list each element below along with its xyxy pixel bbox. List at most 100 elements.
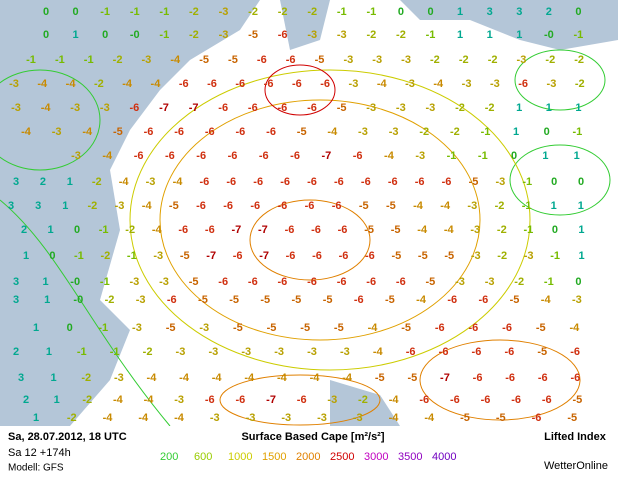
li-label: -6 [205, 126, 215, 138]
li-label: -6 [259, 150, 269, 162]
li-label: -6 [248, 276, 258, 288]
li-label: -6 [353, 150, 363, 162]
li-label: 0 [575, 6, 581, 18]
li-label: -3 [174, 394, 184, 406]
li-label: -1 [481, 126, 491, 138]
li-label: -3 [130, 276, 140, 288]
cape-title: Surface Based Cape [m²/s²] [241, 431, 384, 443]
li-label: -6 [478, 294, 488, 306]
li-label: -4 [152, 224, 163, 236]
li-label: -5 [407, 372, 417, 384]
li-label: -1 [127, 250, 137, 262]
li-label: -6 [511, 394, 521, 406]
li-label: -5 [496, 412, 506, 424]
li-label: -6 [280, 176, 290, 188]
li-label: -6 [297, 394, 307, 406]
li-label: -6 [236, 394, 246, 406]
legend-value: 3500 [398, 451, 422, 463]
li-label: -1 [130, 6, 140, 18]
li-label: -5 [292, 294, 302, 306]
li-label: -3 [343, 54, 353, 66]
li-label: -1 [522, 176, 532, 188]
li-label: -1 [159, 6, 169, 18]
li-label: -5 [233, 322, 243, 334]
li-label: -5 [323, 294, 333, 306]
li-label: -6 [311, 224, 321, 236]
li-label: -2 [248, 6, 258, 18]
li-label: -3 [208, 346, 218, 358]
li-label: -1 [74, 250, 84, 262]
li-label: -5 [444, 250, 454, 262]
li-label: -6 [167, 294, 177, 306]
li-label: -4 [444, 224, 455, 236]
li-label: -4 [41, 102, 52, 114]
li-label: 1 [575, 102, 581, 114]
li-label: -7 [321, 150, 331, 162]
li-label: 0 [74, 224, 80, 236]
li-label: -6 [307, 276, 317, 288]
li-label: -5 [113, 126, 123, 138]
li-label: -3 [114, 372, 124, 384]
li-label: 0 [544, 126, 550, 138]
li-label: 0 [575, 276, 581, 288]
li-label: -5 [199, 54, 209, 66]
li-label: -6 [278, 276, 288, 288]
li-label: -4 [277, 372, 288, 384]
li-label: -5 [386, 200, 396, 212]
li-label: -2 [67, 412, 77, 424]
li-label: -3 [210, 412, 220, 424]
li-label: -3 [199, 322, 209, 334]
li-label: 1 [62, 200, 68, 212]
li-label: -3 [153, 250, 163, 262]
li-label: -1 [99, 224, 109, 236]
li-label: -2 [497, 250, 507, 262]
li-label: 0 [73, 6, 79, 18]
li-label: -6 [332, 200, 342, 212]
legend-value: 200 [160, 451, 178, 463]
li-label: -4 [310, 372, 321, 384]
li-label: -6 [196, 200, 206, 212]
lifted-index-labels: 0 0 -1 -1 -1 -2 -3 -2 -2 -2 -1 -1 0 0 1 3 3 2 00 1 0 -0 -1 -2 -3… [8, 6, 585, 424]
li-label: -6 [361, 176, 371, 188]
li-label: -3 [115, 200, 125, 212]
li-label: -4 [151, 78, 162, 90]
sea [0, 0, 618, 426]
li-label: -7 [206, 250, 216, 262]
li-label: -5 [267, 322, 277, 334]
li-label: 1 [51, 372, 57, 384]
li-label: -6 [292, 78, 302, 90]
li-label: -6 [396, 276, 406, 288]
li-label: -3 [219, 6, 229, 18]
li-label: -1 [84, 54, 94, 66]
li-label: -7 [189, 102, 199, 114]
li-label: -3 [366, 102, 376, 114]
li-label: -1 [366, 6, 376, 18]
li-label: -3 [426, 102, 436, 114]
li-label: -2 [575, 78, 585, 90]
li-label: -1 [26, 54, 36, 66]
li-label: -4 [173, 176, 184, 188]
li-label: -4 [389, 412, 400, 424]
li-label: -4 [389, 394, 400, 406]
li-label: -5 [537, 346, 547, 358]
li-label: -6 [570, 346, 580, 358]
li-label: -3 [317, 412, 327, 424]
li-label: -6 [179, 78, 189, 90]
li-label: -5 [315, 54, 325, 66]
li-label: -6 [447, 294, 457, 306]
li-label: -6 [205, 394, 215, 406]
li-label: -6 [473, 372, 483, 384]
li-label: 0 [43, 6, 49, 18]
li-label: -4 [244, 372, 255, 384]
li-label: -2 [113, 54, 123, 66]
li-label: -6 [285, 224, 295, 236]
li-label: -4 [342, 372, 353, 384]
li-label: 0 [49, 250, 55, 262]
legend-value: 1000 [228, 451, 252, 463]
li-label: -5 [166, 322, 176, 334]
li-label: 1 [516, 102, 522, 114]
li-label: -6 [223, 200, 233, 212]
li-label: -3 [219, 29, 229, 41]
li-label: -6 [320, 78, 330, 90]
li-label: -4 [424, 412, 435, 424]
